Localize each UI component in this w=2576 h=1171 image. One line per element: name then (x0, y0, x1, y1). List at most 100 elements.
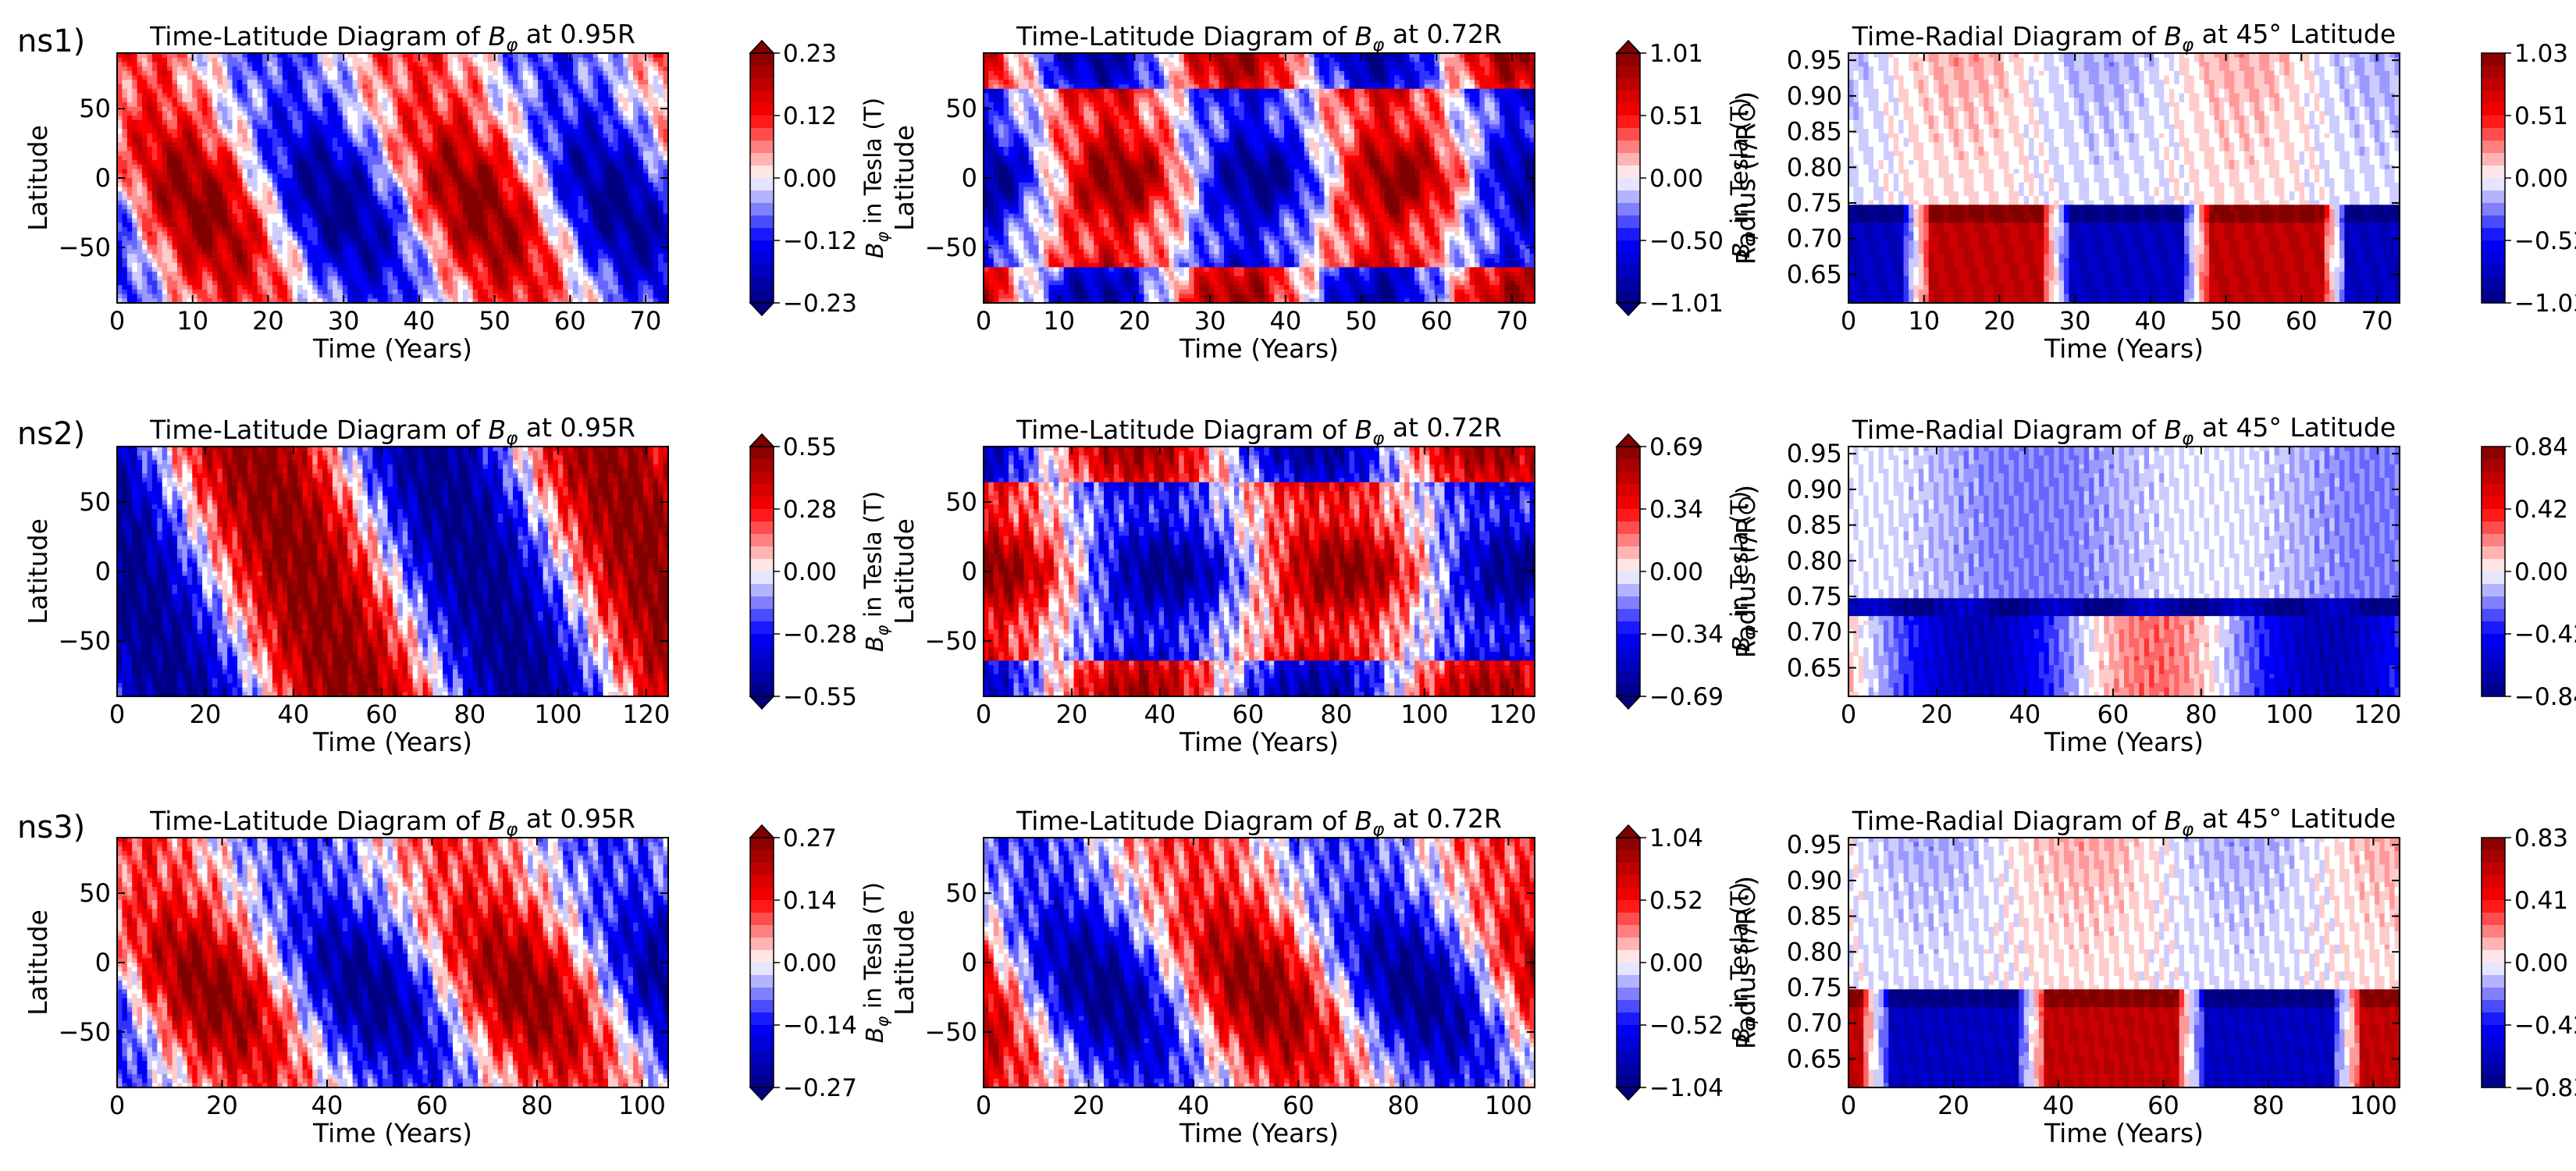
heatmap-cell (173, 71, 178, 76)
heatmap-cell (167, 227, 173, 232)
heatmap-cell (137, 155, 143, 160)
heatmap-cell (173, 173, 178, 178)
heatmap-cell (167, 116, 173, 120)
heatmap-cell (132, 138, 137, 143)
heatmap-cell (162, 249, 168, 254)
heatmap-cell (157, 218, 162, 222)
heatmap-cell (142, 129, 148, 133)
heatmap-cell (142, 227, 148, 232)
heatmap-cell (137, 116, 143, 120)
heatmap-cell (157, 214, 162, 219)
heatmap-cell (142, 58, 148, 62)
heatmap-cell (173, 290, 178, 294)
heatmap-cell (142, 62, 148, 66)
heatmap-cell (167, 155, 173, 160)
heatmap-cell (148, 263, 153, 268)
heatmap-cell (152, 98, 158, 102)
heatmap-cell (173, 187, 178, 191)
heatmap-cell (167, 218, 173, 222)
heatmap-cell (157, 187, 162, 191)
heatmap-cell (148, 290, 153, 294)
heatmap-cell (137, 89, 143, 94)
heatmap-cell (127, 191, 133, 196)
heatmap-cell (173, 258, 178, 263)
heatmap-cell (152, 173, 158, 178)
heatmap-cell (122, 227, 127, 232)
heatmap-cell (173, 84, 178, 89)
heatmap-cell (152, 76, 158, 80)
heatmap-cell (142, 124, 148, 129)
heatmap-cell (148, 178, 153, 183)
heatmap-cell (142, 142, 148, 147)
heatmap-cell (157, 71, 162, 76)
heatmap-cell (177, 93, 183, 98)
heatmap-cell (117, 240, 123, 245)
heatmap-cell (132, 178, 137, 183)
heatmap-cell (157, 155, 162, 160)
heatmap-cell (137, 191, 143, 196)
heatmap-cell (167, 276, 173, 281)
heatmap-cell (173, 191, 178, 196)
heatmap-cell (148, 111, 153, 116)
heatmap-cell (142, 76, 148, 80)
heatmap-cell (157, 98, 162, 102)
heatmap-cell (157, 76, 162, 80)
heatmap-cell (132, 102, 137, 107)
heatmap-cell (117, 209, 123, 214)
heatmap-cell (137, 66, 143, 71)
heatmap-cell (132, 142, 137, 147)
heatmap-cell (173, 107, 178, 112)
heatmap-cell (177, 62, 183, 66)
heatmap-cell (122, 201, 127, 205)
heatmap-cell (137, 240, 143, 245)
heatmap-cell (142, 165, 148, 169)
heatmap-cell (142, 178, 148, 183)
heatmap-cell (177, 107, 183, 112)
heatmap-cell (167, 165, 173, 169)
heatmap-cell (117, 120, 123, 125)
heatmap-cell (132, 227, 137, 232)
heatmap-cell (117, 76, 123, 80)
heatmap-cell (132, 173, 137, 178)
heatmap-cell (173, 294, 178, 299)
heatmap-cell (162, 245, 168, 250)
heatmap-cell (142, 214, 148, 219)
heatmap-cell (177, 84, 183, 89)
heatmap-cell (122, 155, 127, 160)
heatmap-cell (127, 209, 133, 214)
heatmap-cell (127, 280, 133, 285)
heatmap-cell (162, 290, 168, 294)
heatmap-cell (152, 276, 158, 281)
heatmap-cell (173, 98, 178, 102)
heatmap-cell (152, 102, 158, 107)
heatmap-cell (173, 165, 178, 169)
heatmap-cell (167, 249, 173, 254)
heatmap-cell (132, 169, 137, 174)
heatmap-cell (173, 129, 178, 133)
heatmap-cell (152, 290, 158, 294)
heatmap-cell (132, 187, 137, 191)
heatmap-cell (122, 58, 127, 62)
heatmap-cell (157, 227, 162, 232)
heatmap-cell (148, 267, 153, 272)
heatmap-cell (157, 240, 162, 245)
heatmap-cell (177, 71, 183, 76)
heatmap-cell (157, 196, 162, 201)
heatmap-cell (132, 205, 137, 209)
heatmap-cell (117, 205, 123, 209)
heatmap-cell (132, 116, 137, 120)
heatmap-cell (148, 285, 153, 290)
heatmap-cell (142, 187, 148, 191)
heatmap-cell (132, 276, 137, 281)
heatmap-cell (117, 169, 123, 174)
heatmap-cell (142, 280, 148, 285)
heatmap-cell (137, 258, 143, 263)
heatmap-cell (117, 285, 123, 290)
heatmap-cell (117, 227, 123, 232)
heatmap-cell (122, 111, 127, 116)
heatmap-cell (142, 249, 148, 254)
heatmap-cell (122, 84, 127, 89)
heatmap-cell (132, 258, 137, 263)
heatmap-cell (137, 102, 143, 107)
heatmap-cell (127, 66, 133, 71)
